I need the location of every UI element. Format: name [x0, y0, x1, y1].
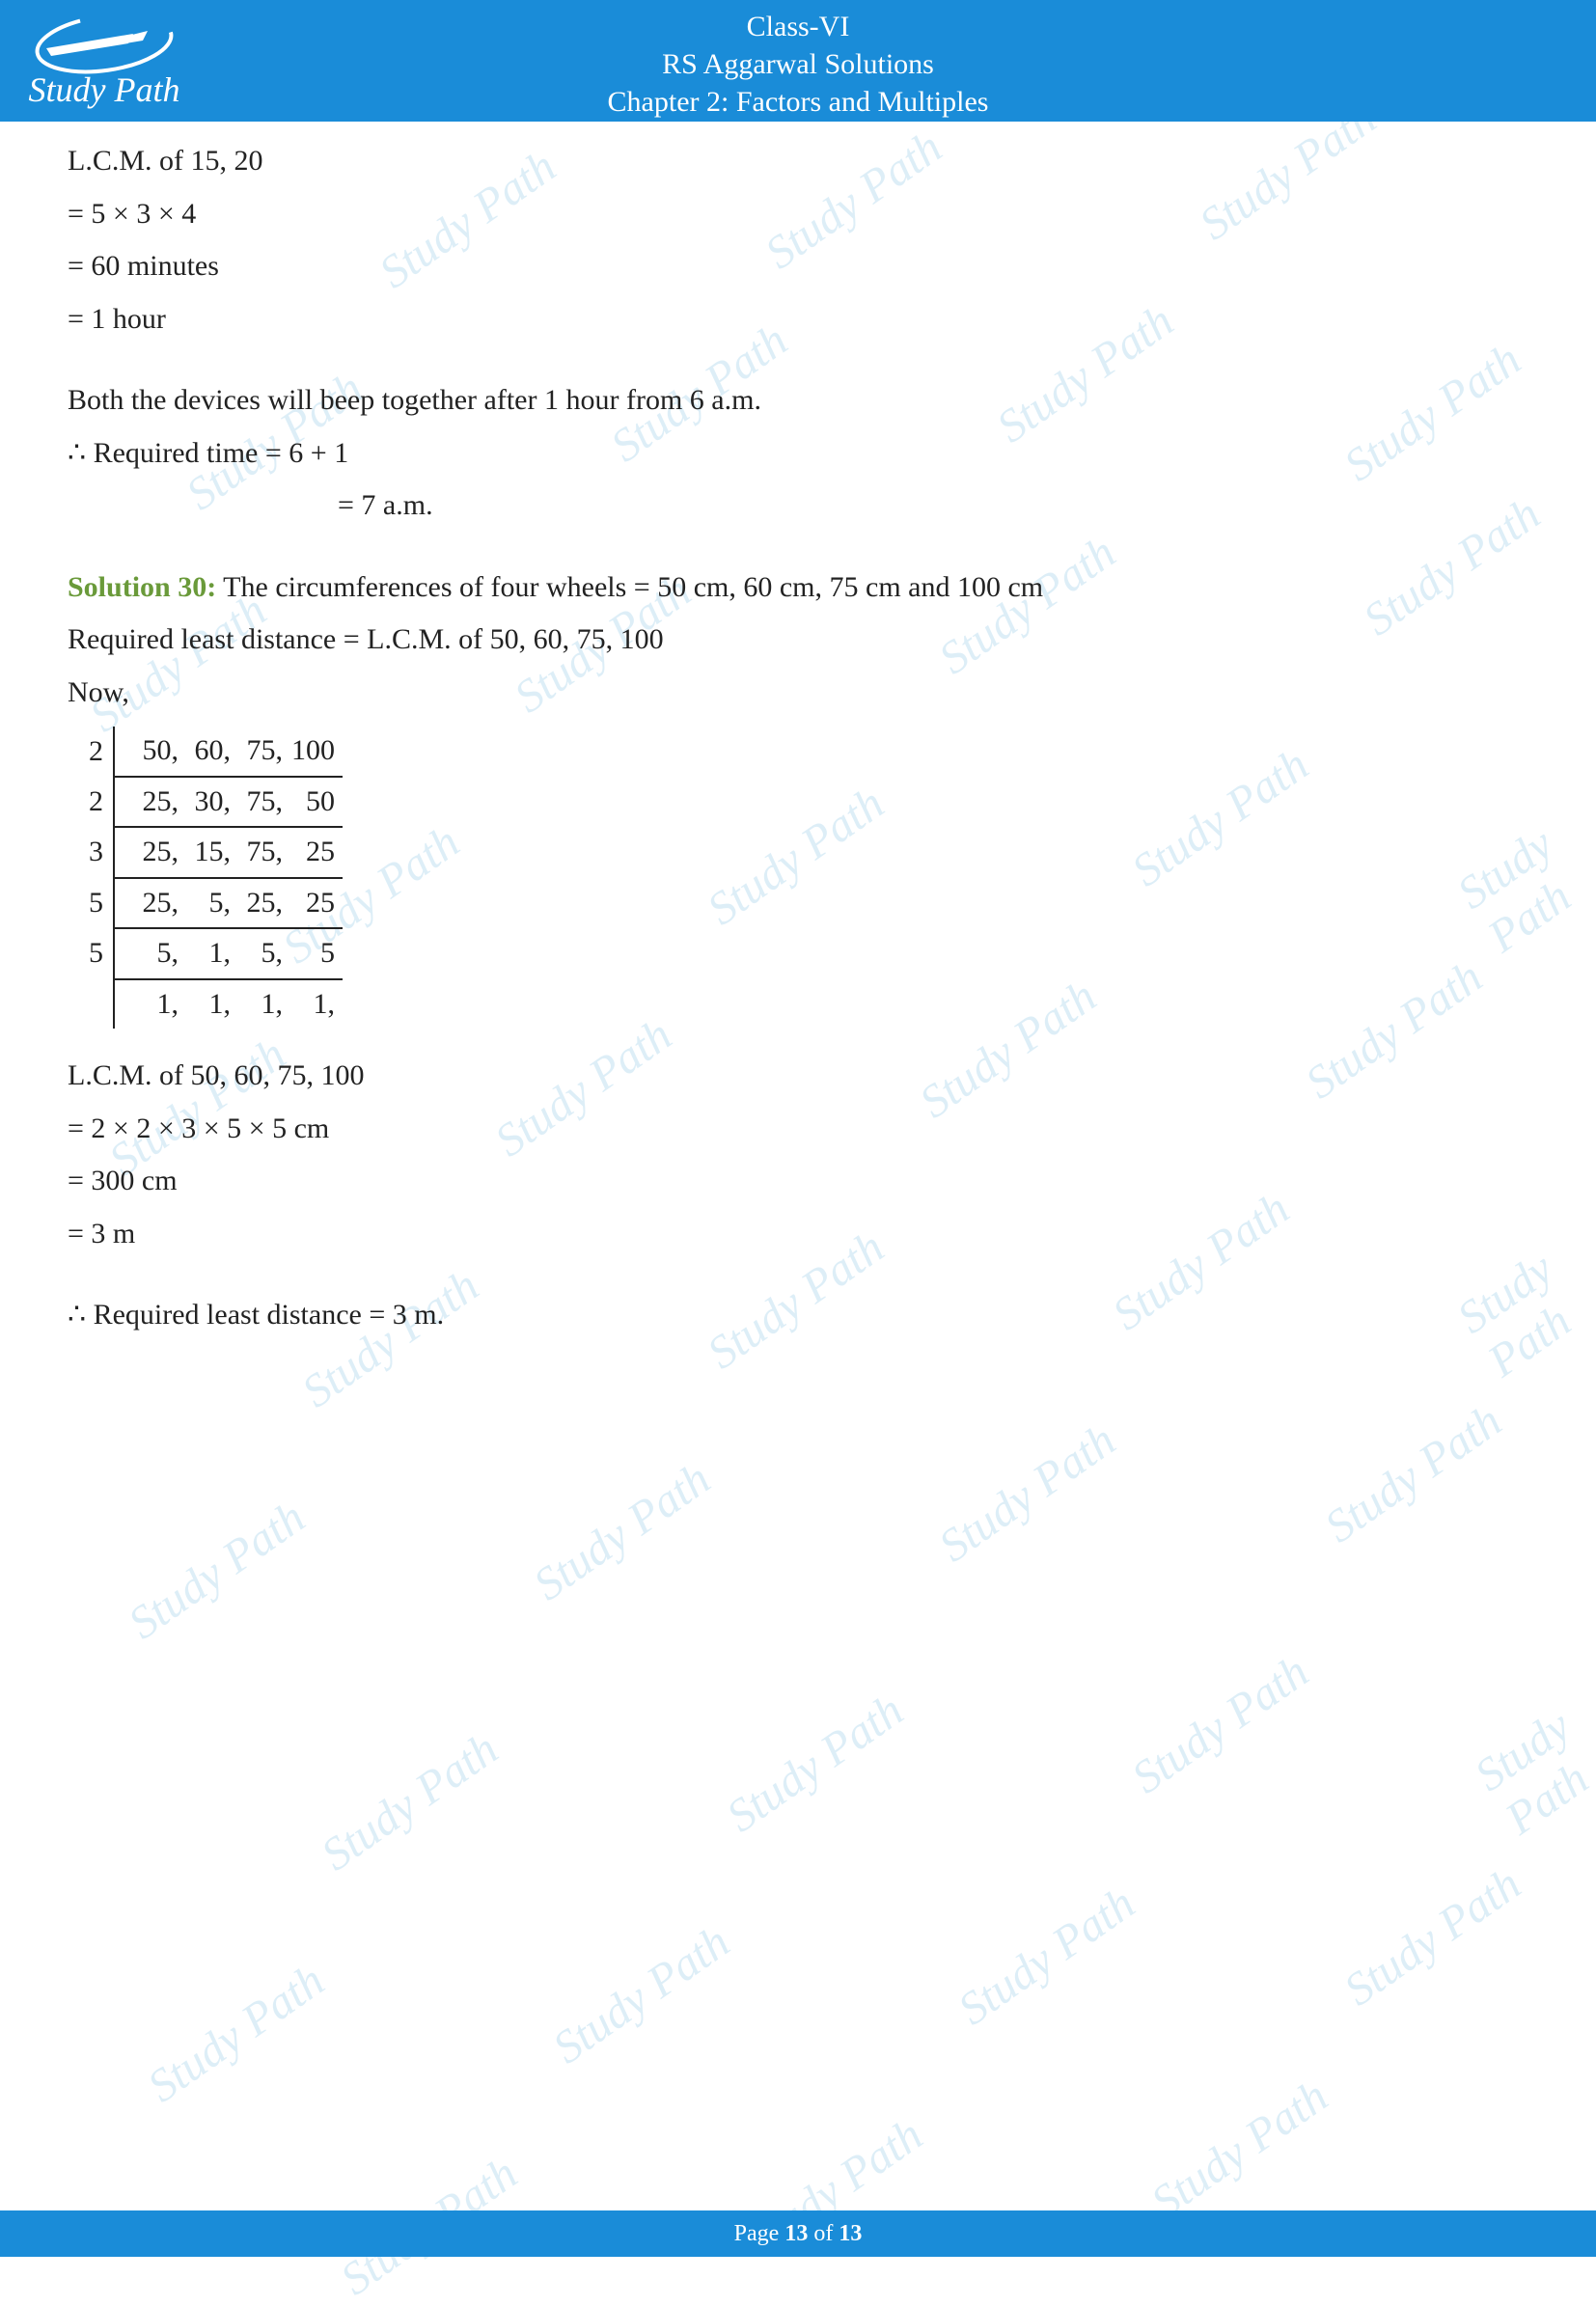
sol29-line1: L.C.M. of 15, 20 — [68, 139, 1528, 184]
watermark: Study Path — [1142, 2070, 1337, 2229]
lcm-row: 1,1,1,1, — [114, 979, 343, 1029]
page-header: Study Path Class-VI RS Aggarwal Solution… — [0, 0, 1596, 122]
watermark: Study Path — [543, 1915, 739, 2074]
watermark: Study Path — [949, 1877, 1144, 2036]
sol30-r1: L.C.M. of 50, 60, 75, 100 — [68, 1054, 1528, 1099]
watermark: Study Path — [1335, 1857, 1530, 2017]
lcm-row: 5,1,5,5 — [114, 928, 343, 979]
sol29-p2: ∴ Required time = 6 + 1 — [68, 431, 1528, 477]
lcm-row: 50,60,75,100 — [114, 727, 343, 777]
sol29-p1: Both the devices will beep together afte… — [68, 378, 1528, 424]
lcm-row: 25,5,25,25 — [114, 878, 343, 929]
header-line1: Class-VI — [0, 8, 1596, 45]
lcm-divisor: 2 — [68, 777, 114, 828]
sol29-line3: = 60 minutes — [68, 244, 1528, 289]
sol30-r2: = 2 × 2 × 3 × 5 × 5 cm — [68, 1107, 1528, 1152]
lcm-division-table: 250,60,75,100225,30,75,50325,15,75,25525… — [68, 727, 343, 1029]
footer-current: 13 — [784, 2221, 808, 2246]
solution-label: Solution 30: — [68, 571, 216, 603]
header-line3: Chapter 2: Factors and Multiples — [0, 83, 1596, 121]
sol30-intro: Solution 30: The circumferences of four … — [68, 565, 1528, 611]
lcm-divisor: 2 — [68, 727, 114, 777]
lcm-divisor: 5 — [68, 928, 114, 979]
footer-mid: of — [808, 2221, 839, 2246]
sol30-t2: Required least distance = L.C.M. of 50, … — [68, 618, 1528, 663]
sol29-line4: = 1 hour — [68, 297, 1528, 343]
sol30-r4: = 3 m — [68, 1212, 1528, 1257]
lcm-row: 25,30,75,50 — [114, 777, 343, 828]
header-line2: RS Aggarwal Solutions — [0, 45, 1596, 83]
watermark: Study Path — [717, 1684, 913, 1843]
lcm-divisor — [68, 979, 114, 1029]
sol30-r3: = 300 cm — [68, 1159, 1528, 1204]
watermark: Study Path — [119, 1491, 315, 1650]
lcm-divisor: 5 — [68, 878, 114, 929]
watermark: Study Path — [1466, 1695, 1596, 1845]
watermark: Study Path — [312, 1722, 508, 1881]
sol30-t1: The circumferences of four wheels = 50 c… — [216, 571, 1043, 603]
logo-text: Study Path — [29, 70, 180, 109]
logo: Study Path — [17, 10, 191, 116]
footer-total: 13 — [839, 2221, 862, 2246]
watermark: Study Path — [929, 1414, 1125, 1573]
sol30-r5: ∴ Required least distance = 3 m. — [68, 1293, 1528, 1338]
lcm-divisor: 3 — [68, 827, 114, 878]
page-content: L.C.M. of 15, 20 = 5 × 3 × 4 = 60 minute… — [0, 122, 1596, 1338]
sol30-t3: Now, — [68, 671, 1528, 716]
header-text: Class-VI RS Aggarwal Solutions Chapter 2… — [0, 0, 1596, 121]
lcm-row: 25,15,75,25 — [114, 827, 343, 878]
sol29-line2: = 5 × 3 × 4 — [68, 192, 1528, 237]
watermark: Study Path — [1315, 1394, 1511, 1553]
watermark: Study Path — [1122, 1645, 1318, 1804]
footer-prefix: Page — [734, 2221, 785, 2246]
sol29-p3: = 7 a.m. — [68, 483, 1528, 529]
watermark: Study Path — [138, 1954, 334, 2113]
page-footer: Page 13 of 13 — [0, 2210, 1596, 2257]
watermark: Study Path — [524, 1452, 720, 1611]
